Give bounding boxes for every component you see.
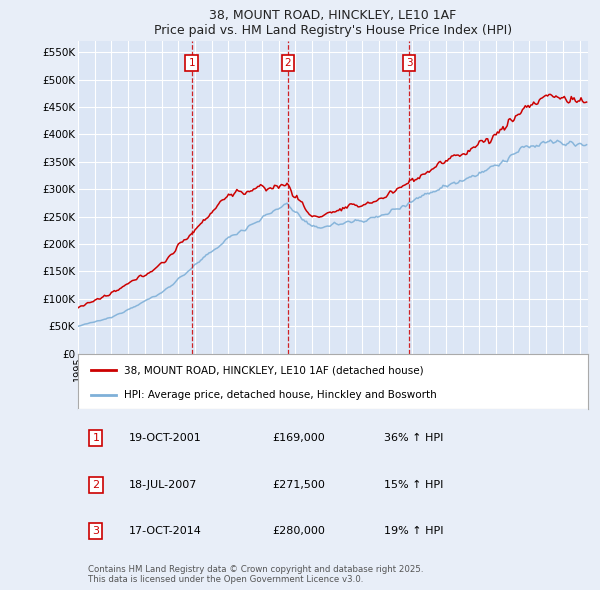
Text: £271,500: £271,500 (272, 480, 325, 490)
Title: 38, MOUNT ROAD, HINCKLEY, LE10 1AF
Price paid vs. HM Land Registry's House Price: 38, MOUNT ROAD, HINCKLEY, LE10 1AF Price… (154, 9, 512, 37)
Text: 36% ↑ HPI: 36% ↑ HPI (384, 432, 443, 442)
Text: £169,000: £169,000 (272, 432, 325, 442)
Text: 2: 2 (284, 58, 291, 68)
Text: 19% ↑ HPI: 19% ↑ HPI (384, 526, 443, 536)
Text: Contains HM Land Registry data © Crown copyright and database right 2025.
This d: Contains HM Land Registry data © Crown c… (88, 565, 424, 584)
Text: 1: 1 (188, 58, 195, 68)
Text: 3: 3 (92, 526, 100, 536)
Text: 2: 2 (92, 480, 100, 490)
Text: 18-JUL-2007: 18-JUL-2007 (129, 480, 197, 490)
Text: 15% ↑ HPI: 15% ↑ HPI (384, 480, 443, 490)
Text: 38, MOUNT ROAD, HINCKLEY, LE10 1AF (detached house): 38, MOUNT ROAD, HINCKLEY, LE10 1AF (deta… (124, 365, 424, 375)
Text: 19-OCT-2001: 19-OCT-2001 (129, 432, 202, 442)
Text: 17-OCT-2014: 17-OCT-2014 (129, 526, 202, 536)
Text: £280,000: £280,000 (272, 526, 325, 536)
Text: 3: 3 (406, 58, 412, 68)
Text: 1: 1 (92, 432, 100, 442)
Text: HPI: Average price, detached house, Hinckley and Bosworth: HPI: Average price, detached house, Hinc… (124, 390, 437, 400)
